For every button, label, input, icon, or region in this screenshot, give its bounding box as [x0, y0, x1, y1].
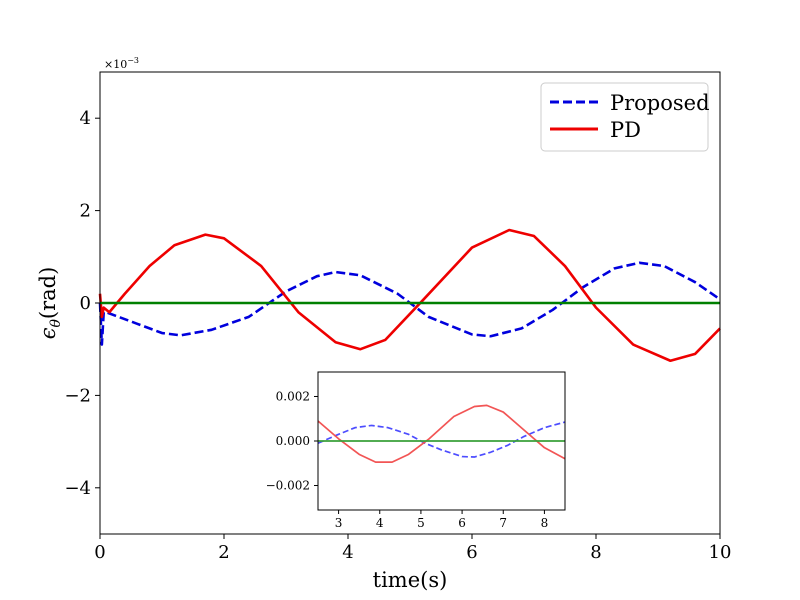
main-y-tick-label: 4 [80, 108, 91, 129]
main-axes: 0 2 4 6 8 10 −4 −2 0 2 4 ×10−3 time(s) ϵθ(rad) Pr… [36, 56, 731, 592]
main-series-group [98, 228, 721, 363]
legend-label-proposed: Proposed [610, 91, 710, 115]
y-axis-label-subscript: θ [48, 319, 64, 328]
x-axis-label: time(s) [373, 568, 448, 592]
main-series-pd-line [98, 228, 721, 363]
inset-y-ticks: −0.002 0.000 0.002 [266, 389, 318, 493]
inset-x-tick-label: 5 [417, 516, 425, 530]
inset-x-tick-label: 3 [335, 516, 343, 530]
main-y-ticks: −4 −2 0 2 4 [64, 108, 100, 499]
main-x-tick-label: 10 [709, 542, 732, 563]
inset-series-group [317, 404, 566, 463]
inset-series-pd-line [317, 404, 566, 463]
y-axis-multiplier-exponent: −3 [127, 56, 139, 65]
inset-y-tick-label: 0.002 [276, 389, 310, 403]
main-x-tick-label: 2 [218, 542, 229, 563]
y-axis-label: ϵθ(rad) [36, 267, 64, 340]
main-y-tick-label: −2 [64, 385, 91, 406]
legend: Proposed PD [540, 82, 710, 152]
main-y-tick-label: −4 [64, 478, 91, 499]
main-x-tick-label: 8 [590, 542, 601, 563]
main-series-proposed-line [98, 261, 721, 346]
legend-box [540, 82, 709, 152]
inset-series-proposed-line [317, 421, 566, 458]
inset-x-tick-label: 6 [458, 516, 466, 530]
inset-x-tick-label: 8 [541, 516, 549, 530]
main-y-tick-label: 2 [80, 201, 91, 222]
inset-axes: 3 4 5 6 7 8 −0.002 0.000 0.002 [266, 371, 566, 530]
main-x-tick-label: 4 [342, 542, 353, 563]
legend-label-pd: PD [610, 118, 641, 142]
inset-y-tick-label: −0.002 [266, 479, 310, 493]
inset-x-tick-label: 7 [499, 516, 507, 530]
inset-y-tick-label: 0.000 [276, 434, 310, 448]
main-y-tick-label: 0 [80, 293, 91, 314]
main-x-ticks: 0 2 4 6 8 10 [94, 534, 731, 563]
main-x-tick-label: 0 [94, 542, 105, 563]
y-axis-multiplier: ×10−3 [104, 56, 139, 71]
inset-x-tick-label: 4 [376, 516, 384, 530]
inset-x-ticks: 3 4 5 6 7 8 [335, 510, 548, 530]
y-axis-label-unit: (rad) [36, 267, 60, 319]
main-x-tick-label: 6 [466, 542, 477, 563]
